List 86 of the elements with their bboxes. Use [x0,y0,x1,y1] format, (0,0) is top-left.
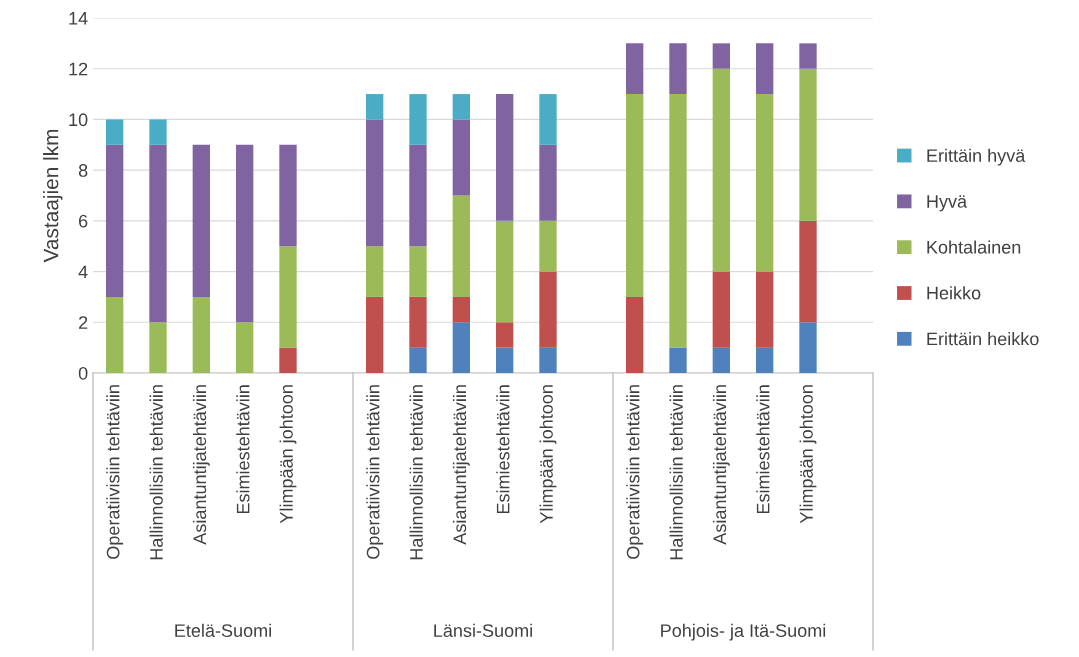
x-tick-label: Asiantuntijatehtäviin [712,385,730,545]
legend-label: Hyvä [927,195,968,212]
bar [452,94,470,120]
y-tick-label: 0 [78,366,88,380]
legend-label: Erittäin hyvä [927,148,1026,166]
y-tick-label: 8 [78,164,88,177]
bar [669,94,687,348]
y-tick-label: 12 [69,62,88,76]
bar [366,94,384,120]
legend-label: Erittäin heikko [927,332,1039,346]
bar [279,144,297,247]
bar [669,347,687,373]
x-tick-label: Asiantuntijatehtäviin [192,385,210,545]
x-tick-label: Hallinnollisiin tehtäviin [669,385,683,560]
bar [799,220,817,323]
bar [409,94,427,145]
x-tick-label: Operatiivisiin tehtäviin [106,385,124,559]
bar [106,119,124,145]
bar [149,119,167,145]
bar [539,94,557,145]
y-tick-label: 10 [69,113,88,127]
x-tick-label: Ylimpään johtoon [539,385,557,524]
bar [626,94,644,297]
legend-label: Kohtalainen [927,240,1021,254]
bar [712,271,730,348]
bar [409,246,427,297]
x-tick-label: Ylimpään johtoon [279,385,297,524]
x-tick-label: Esimiestehtäviin [236,385,250,514]
bar [366,296,384,373]
x-tick-label: Hallinnollisiin tehtäviin [409,385,423,560]
legend-label: Heikko [927,286,981,300]
text: Etelä-Suomi [175,623,271,637]
bar [452,119,470,196]
bar [236,144,254,323]
x-tick-label: Operatiivisiin tehtäviin [626,385,644,559]
bar [496,94,514,221]
y-tick-label: 4 [78,265,88,279]
y-tick-label: 14 [69,12,88,25]
bar [366,246,384,297]
bar [756,271,774,348]
y-tick-label: 2 [79,316,88,329]
bar [539,271,557,348]
bar [409,347,427,373]
x-tick-label: Operatiivisiin tehtäviin [366,385,384,559]
bar [539,347,557,373]
x-tick-label: Ylimpään johtoon [799,385,817,524]
x-tick-label: Esimiestehtäviin [756,385,770,514]
bar [539,144,557,221]
bar [279,347,297,373]
bar [669,43,687,95]
bar [149,144,167,323]
bar [756,43,774,95]
bar [452,322,470,373]
bar [799,322,817,373]
bar [626,43,644,95]
bar [452,195,470,297]
bar [496,322,514,348]
bar [712,347,730,373]
bar [756,94,774,272]
bar [712,68,730,272]
bar [149,322,167,373]
bar [409,296,427,348]
bar [496,220,514,323]
bar [452,296,470,323]
y-tick-label: 6 [79,214,88,228]
bar [106,296,124,373]
bar [712,43,730,69]
bar [799,68,817,221]
bar [366,119,384,247]
bar [236,322,254,373]
x-tick-label: Hallinnollisiin tehtäviin [149,385,163,560]
bar [192,296,210,373]
bar [192,144,210,297]
x-tick-label: Asiantuntijatehtäviin [452,385,470,545]
x-tick-label: Esimiestehtäviin [496,385,510,514]
text: Länsi-Suomi [434,623,532,637]
bar [756,347,774,373]
bar [279,246,297,348]
text: Pohjois- ja Itä-Suomi [661,623,826,641]
bar [496,347,514,373]
bar [409,144,427,247]
bar [799,43,817,69]
bar [626,296,644,373]
bar [106,144,124,297]
bar [539,220,557,272]
y-axis-title: Vastaajien lkm [43,129,63,263]
